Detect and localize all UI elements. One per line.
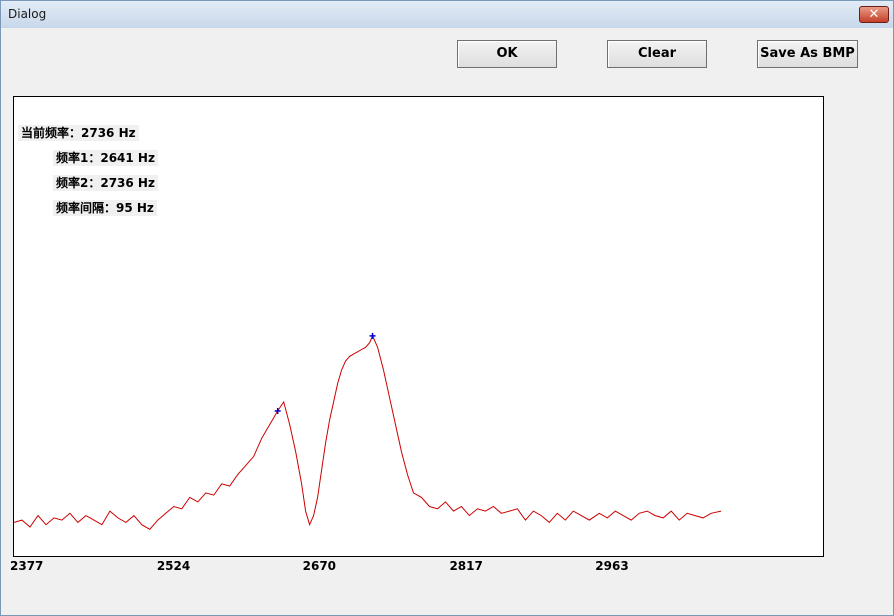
close-button[interactable]: ✕ <box>859 6 889 23</box>
window-title: Dialog <box>8 7 47 21</box>
ok-button[interactable]: OK <box>457 40 557 68</box>
x-tick-label-2670: 2670 <box>302 559 337 573</box>
dialog-client-area: OK Clear Save As BMP 当前频率：2736 Hz 频率1：26… <box>1 28 893 615</box>
save-as-bmp-button[interactable]: Save As BMP <box>757 40 858 68</box>
spectrum-plot[interactable]: 当前频率：2736 Hz 频率1：2641 Hz 频率2：2736 Hz 频率间… <box>13 96 824 557</box>
x-tick-label-2377: 2377 <box>10 559 44 573</box>
frequency-1-label: 频率1：2641 Hz <box>53 150 158 166</box>
frequency-2-label: 频率2：2736 Hz <box>53 175 158 191</box>
peak-marker-2 <box>369 332 376 339</box>
title-bar[interactable]: Dialog ✕ <box>1 1 893 28</box>
x-tick-label-2817: 2817 <box>449 559 483 573</box>
spectrum-line-series-1 <box>14 334 722 530</box>
x-tick-label-2524: 2524 <box>156 559 191 573</box>
current-frequency-label: 当前频率：2736 Hz <box>18 125 139 141</box>
x-tick-label-2963: 2963 <box>595 559 629 573</box>
spectrum-chart <box>14 332 722 530</box>
frequency-interval-label: 频率间隔：95 Hz <box>53 200 157 216</box>
clear-button[interactable]: Clear <box>607 40 707 68</box>
peak-marker-1 <box>274 407 281 414</box>
